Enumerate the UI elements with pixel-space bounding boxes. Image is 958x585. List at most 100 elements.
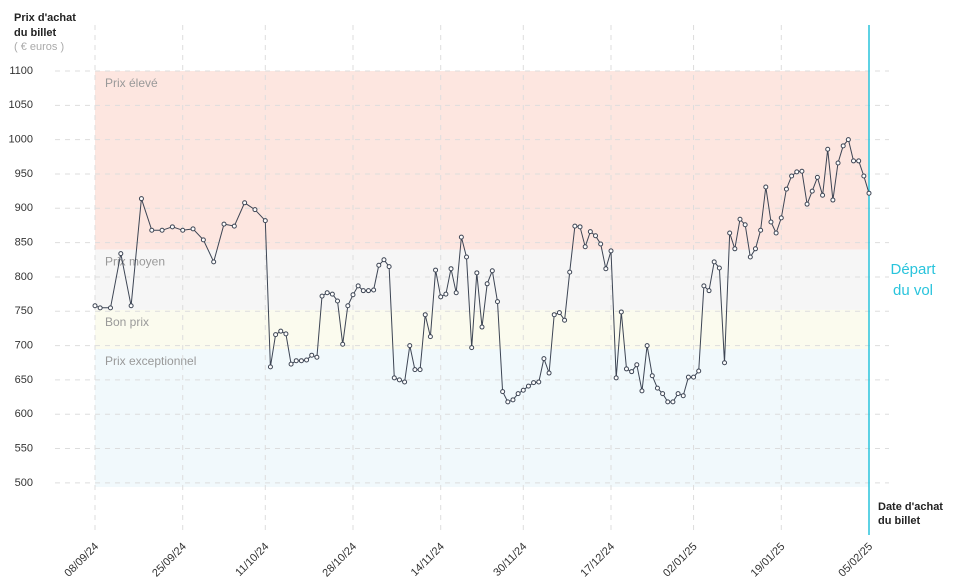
price-point xyxy=(706,288,712,294)
price-point xyxy=(92,303,98,309)
price-point xyxy=(128,303,134,309)
price-point xyxy=(639,388,645,394)
price-point xyxy=(412,367,418,373)
y-axis-title: du billet xyxy=(14,27,57,39)
price-point xyxy=(835,160,841,166)
price-point xyxy=(340,341,346,347)
x-tick-label: 25/09/24 xyxy=(150,541,189,580)
price-point xyxy=(572,223,578,229)
price-point xyxy=(242,200,248,206)
price-point xyxy=(603,266,609,272)
departure-label: du vol xyxy=(893,282,933,299)
price-point xyxy=(562,317,568,323)
price-point xyxy=(840,143,846,149)
band-label: Prix exceptionnel xyxy=(105,354,196,368)
price-point xyxy=(169,224,175,230)
price-point xyxy=(505,399,511,405)
price-point xyxy=(386,264,392,270)
price-point xyxy=(371,287,377,293)
price-point xyxy=(453,290,459,296)
price-point xyxy=(763,184,769,190)
price-point xyxy=(809,188,815,194)
x-axis-title: du billet xyxy=(878,515,921,527)
price-point xyxy=(335,298,341,304)
price-point xyxy=(830,197,836,203)
price-point xyxy=(845,137,851,143)
price-point xyxy=(464,254,470,260)
price-point xyxy=(159,227,165,233)
price-point xyxy=(314,354,320,360)
y-tick-label: 500 xyxy=(15,477,33,489)
price-point xyxy=(851,158,857,164)
price-point xyxy=(309,352,315,358)
y-tick-label: 700 xyxy=(15,339,33,351)
y-tick-label: 1000 xyxy=(9,134,33,146)
price-point xyxy=(644,343,650,349)
price-point xyxy=(252,207,258,213)
price-point xyxy=(856,158,862,164)
price-point xyxy=(221,221,227,227)
price-point xyxy=(427,334,433,340)
price-point xyxy=(433,267,439,273)
price-point xyxy=(474,270,480,276)
price-point xyxy=(350,292,356,298)
price-point xyxy=(861,173,867,179)
price-point xyxy=(211,259,217,265)
price-point xyxy=(783,186,789,192)
price-point xyxy=(618,309,624,315)
price-point xyxy=(541,356,547,362)
price-point xyxy=(422,312,428,318)
y-tick-label: 1050 xyxy=(9,99,33,111)
price-point xyxy=(267,364,273,370)
x-tick-label: 14/11/24 xyxy=(409,541,447,579)
price-point xyxy=(551,312,557,318)
price-point xyxy=(691,374,697,380)
price-point xyxy=(675,391,681,397)
price-point xyxy=(711,259,717,265)
price-point xyxy=(324,290,330,296)
price-point xyxy=(396,377,402,383)
price-point xyxy=(304,357,310,363)
price-point xyxy=(469,345,475,351)
price-point xyxy=(273,332,279,338)
price-point xyxy=(608,248,614,254)
price-point xyxy=(685,374,691,380)
x-tick-label: 11/10/24 xyxy=(233,541,271,579)
y-tick-label: 750 xyxy=(15,305,33,317)
price-band xyxy=(95,71,869,250)
price-point xyxy=(443,291,449,297)
x-tick-label: 05/02/25 xyxy=(836,541,875,580)
price-point xyxy=(510,397,516,403)
price-point xyxy=(773,230,779,236)
price-point xyxy=(727,230,733,236)
price-point xyxy=(722,360,728,366)
price-point xyxy=(479,324,485,330)
y-tick-label: 600 xyxy=(15,408,33,420)
price-point xyxy=(180,227,186,233)
price-point xyxy=(525,383,531,389)
price-point xyxy=(365,288,371,294)
price-point xyxy=(577,224,583,230)
price-point xyxy=(623,366,629,372)
price-point xyxy=(458,234,464,240)
price-point xyxy=(97,305,103,311)
price-point xyxy=(407,343,413,349)
y-tick-label: 900 xyxy=(15,202,33,214)
price-point xyxy=(820,192,826,198)
price-point xyxy=(293,358,299,364)
price-point xyxy=(582,244,588,250)
x-tick-label: 30/11/24 xyxy=(491,541,529,579)
price-point xyxy=(190,226,196,232)
price-point xyxy=(319,293,325,299)
y-tick-label: 1100 xyxy=(9,65,33,77)
price-point xyxy=(298,358,304,364)
price-point xyxy=(381,257,387,263)
price-point xyxy=(448,266,454,272)
price-point xyxy=(118,251,124,257)
price-point xyxy=(660,391,666,397)
band-label: Bon prix xyxy=(105,315,149,329)
price-point xyxy=(536,379,542,385)
price-band xyxy=(95,249,869,310)
y-tick-label: 950 xyxy=(15,168,33,180)
price-point xyxy=(825,146,831,152)
